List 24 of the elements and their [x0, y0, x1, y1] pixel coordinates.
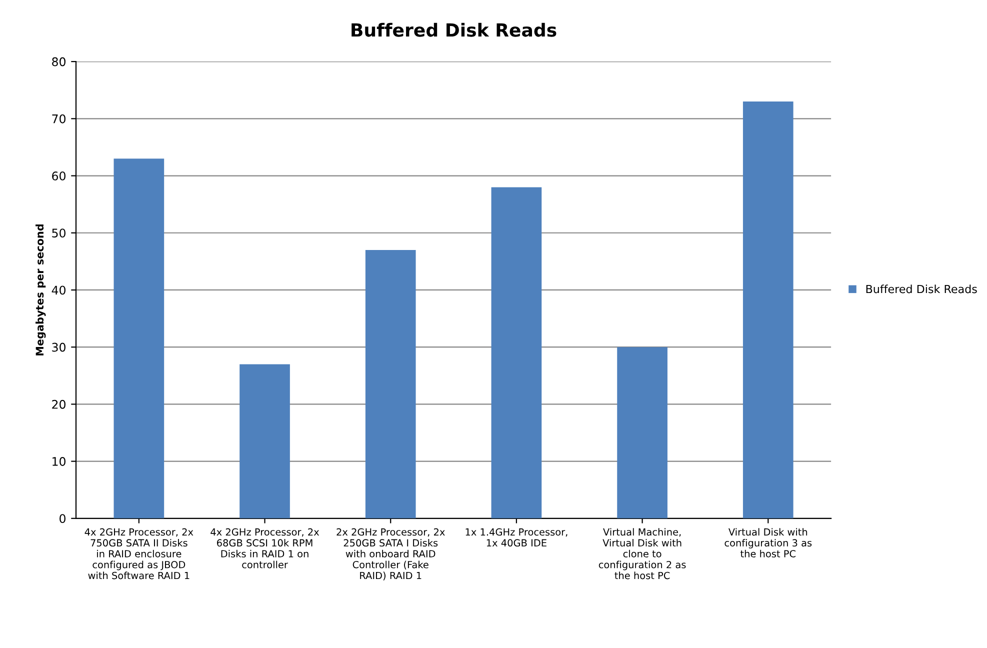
- bar: [240, 364, 290, 518]
- bar: [365, 250, 416, 518]
- y-tick-label: 80: [52, 57, 66, 66]
- x-tick-label: 2x 2GHz Processor, 2x 250GB SATA I Disks with onboard RAID Controller (Fake RAID) RAID 1: [336, 528, 445, 580]
- chart-title: Buffered Disk Reads: [352, 22, 556, 37]
- y-tick-label: 70: [52, 114, 66, 124]
- y-tick-label: 60: [52, 171, 66, 180]
- bar: [742, 102, 794, 518]
- x-tick-label: 1x 1.4GHz Processor, 1x 40GB IDE: [466, 528, 568, 547]
- y-tick-label: 30: [52, 342, 66, 352]
- bar: [491, 187, 542, 518]
- y-tick-label: 20: [52, 400, 66, 409]
- x-tick-label: Virtual Machine, Virtual Disk with clone to configuration 2 as the host PC: [598, 528, 686, 580]
- y-tick-label: 10: [52, 457, 66, 466]
- y-tick-label: 50: [52, 228, 66, 238]
- y-tick-label: 0: [60, 514, 66, 524]
- x-tick-label: 4x 2GHz Processor, 2x 750GB SATA II Disks in RAID enclosure configured as JBOD with Software RAID 1: [84, 528, 194, 580]
- legend-label: Buffered Disk Reads: [866, 284, 977, 294]
- x-tick-label: 4x 2GHz Processor, 2x 68GB SCSI 10k RPM Disks in RAID 1 on controller: [210, 528, 320, 568]
- bar: [617, 347, 668, 518]
- y-axis-title: Megabytes per second: [36, 224, 46, 356]
- bar: [114, 158, 164, 518]
- y-tick-label: 40: [52, 286, 66, 295]
- x-tick-label: Virtual Disk with configuration 3 as the host PC: [724, 528, 812, 558]
